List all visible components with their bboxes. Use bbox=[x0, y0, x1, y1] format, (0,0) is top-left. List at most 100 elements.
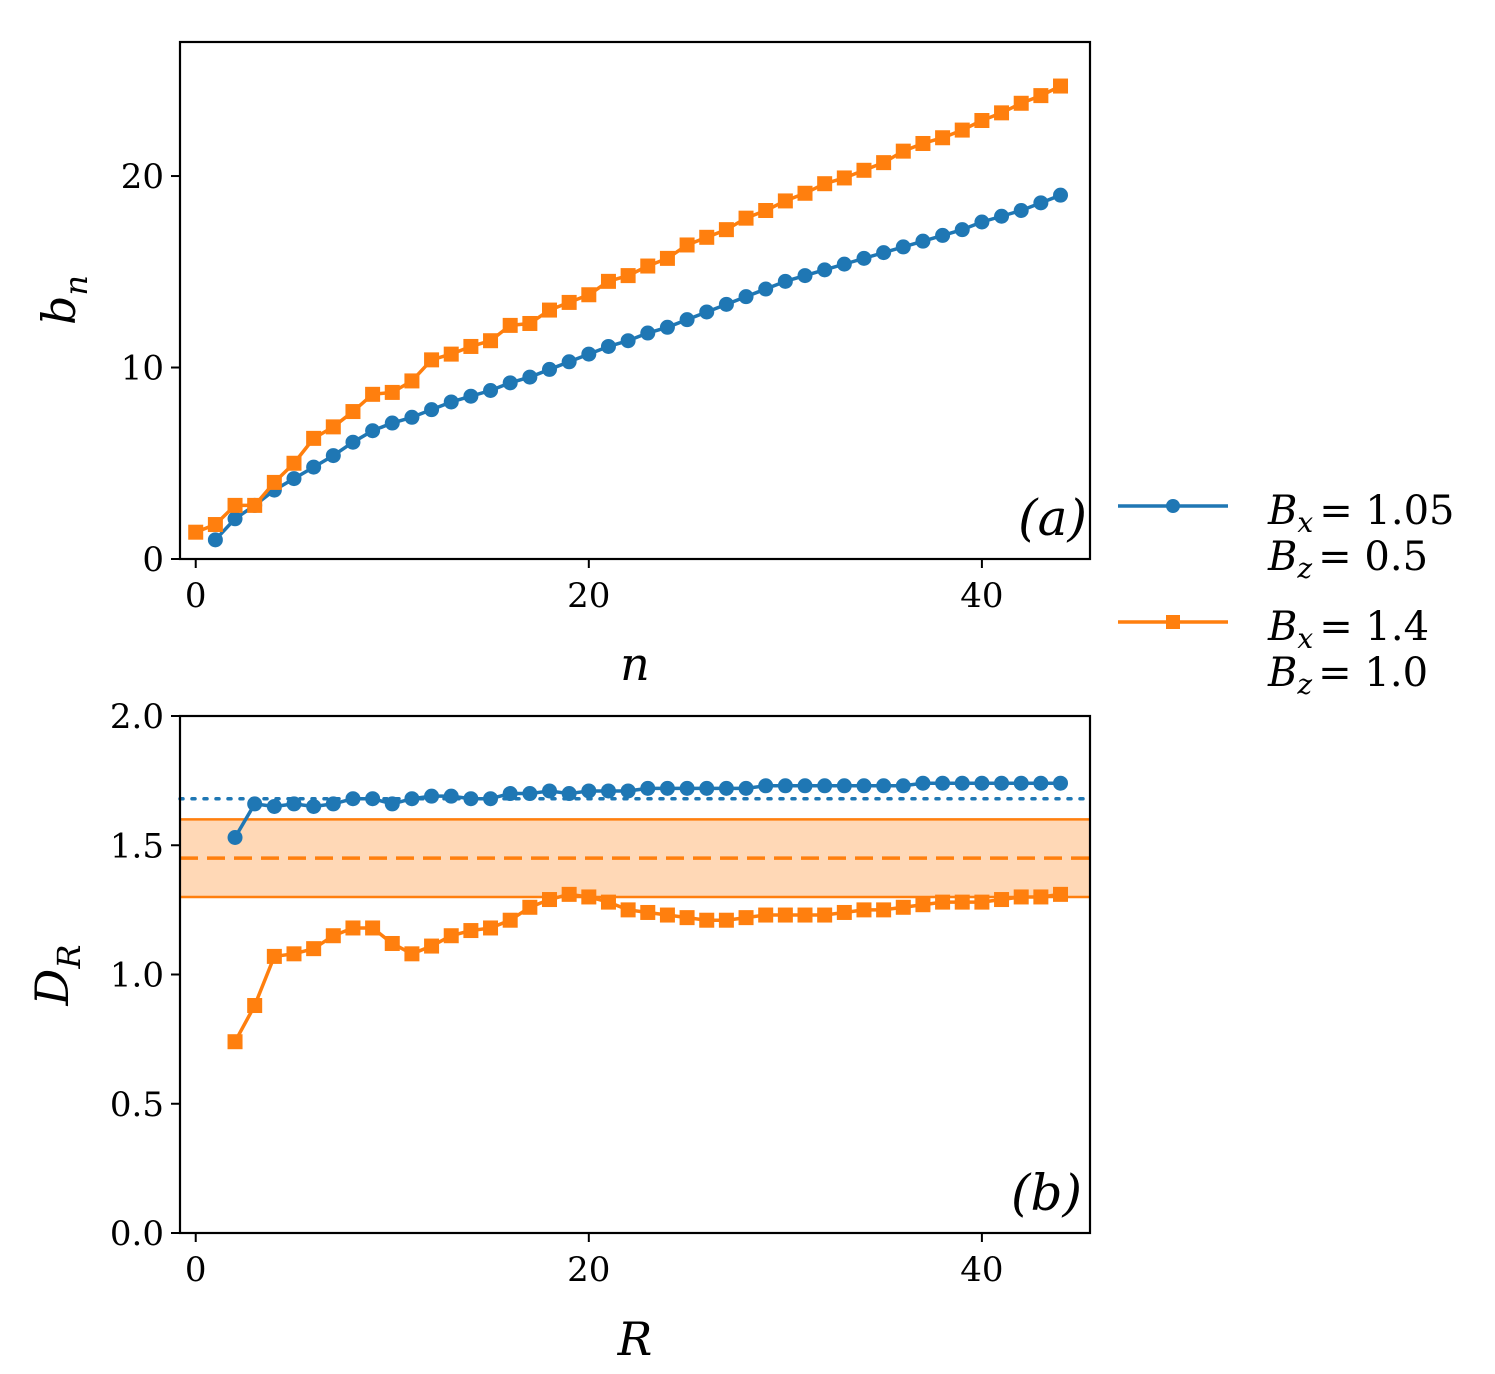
panel-b-series-0-point-14 bbox=[502, 786, 518, 802]
panel-b-series-1-point-21 bbox=[640, 904, 656, 920]
panel-a-series-1-point-14 bbox=[463, 338, 479, 354]
panel-a-series-0-point-10 bbox=[404, 409, 420, 425]
panel-a-series-0-point-11 bbox=[424, 402, 440, 418]
panel-a-xtick-label-2: 40 bbox=[960, 576, 1003, 616]
panel-b-ticks: 0 20 40 0.0 0.5 1.0 1.5 2.0 bbox=[110, 697, 1004, 1290]
panel-a-series-1-point-26 bbox=[699, 229, 715, 245]
legend-0-line2: Bz = 0.5 bbox=[1267, 534, 1428, 585]
panel-a-series-1-point-0 bbox=[188, 524, 204, 540]
panel-a-series-0-point-17 bbox=[542, 361, 558, 377]
panel-a-label: (a) bbox=[1018, 489, 1087, 547]
panel-a-series-1-point-23 bbox=[640, 258, 656, 274]
panel-a-series-0-point-9 bbox=[384, 415, 400, 431]
panel-a-series-1-point-6 bbox=[306, 430, 322, 446]
panel-a-series-0-point-7 bbox=[345, 434, 361, 450]
panel-b-series-0-point-39 bbox=[994, 775, 1010, 791]
panel-a-series-0-point-43 bbox=[1053, 187, 1069, 203]
panel-b-series-0-point-26 bbox=[738, 780, 754, 796]
panel-b-series-0-point-9 bbox=[404, 791, 420, 807]
panel-a-background bbox=[180, 42, 1090, 559]
panel-a-series-1-point-44 bbox=[1053, 78, 1069, 94]
panel-a-series-1-point-41 bbox=[994, 105, 1010, 121]
panel-a-series-0-point-34 bbox=[876, 245, 892, 261]
legend-0-sub2: z bbox=[1296, 552, 1312, 585]
panel-b-series-0-point-6 bbox=[345, 791, 361, 807]
panel-a-series-1-point-17 bbox=[522, 315, 538, 331]
panel-a-series-0-point-30 bbox=[797, 268, 813, 284]
panel-a-series-0-point-32 bbox=[836, 256, 852, 272]
panel-a-series-1-point-28 bbox=[738, 210, 754, 226]
legend-1-sym1: B bbox=[1267, 604, 1297, 650]
panel-b-series-1-point-34 bbox=[895, 899, 911, 915]
panel-a-series-1-point-1 bbox=[207, 517, 223, 533]
panel-b-series-1-point-32 bbox=[856, 902, 872, 918]
panel-b-series-1-point-41 bbox=[1033, 889, 1049, 905]
panel-b-series-0-point-12 bbox=[463, 791, 479, 807]
panel-b-xlabel: R bbox=[617, 1312, 653, 1366]
panel-a-series-1-point-25 bbox=[679, 237, 695, 253]
panel-b-ytick-label-2: 1.0 bbox=[110, 956, 164, 996]
legend-0-sub1: x bbox=[1297, 506, 1313, 539]
legend-1-sub1: x bbox=[1297, 622, 1313, 655]
panel-a-ticks: 0 20 40 0 10 20 bbox=[121, 157, 1004, 616]
panel-b-series-0-point-40 bbox=[1013, 775, 1029, 791]
panel-b-series-1-point-40 bbox=[1013, 889, 1029, 905]
panel-b-series-0-point-29 bbox=[797, 778, 813, 794]
panel-a-series-1-point-7 bbox=[325, 419, 341, 435]
panel-b-series-0-point-11 bbox=[443, 788, 459, 804]
panel-a-series-1-point-40 bbox=[974, 113, 990, 129]
panel-a-series-0-point-13 bbox=[463, 388, 479, 404]
panel-a-series-1-point-19 bbox=[561, 294, 577, 310]
panel-b-series-1-point-22 bbox=[659, 907, 675, 923]
panel-a-series-0-point-38 bbox=[954, 222, 970, 238]
panel-b-xtick-label-2: 40 bbox=[960, 1250, 1003, 1290]
panel-b-series-1-point-9 bbox=[404, 946, 420, 962]
panel-b-series-0-point-7 bbox=[365, 791, 381, 807]
panel-b-series-0-point-5 bbox=[325, 796, 341, 812]
panel-a-series-1-point-13 bbox=[443, 346, 459, 362]
legend-1-sub2: z bbox=[1296, 668, 1312, 701]
panel-a-series-1-point-33 bbox=[836, 170, 852, 186]
panel-b-series-0-point-2 bbox=[266, 798, 282, 814]
panel-b-series-0-point-8 bbox=[384, 796, 400, 812]
panel-a-ylabel: bn bbox=[32, 275, 95, 325]
panel-b-series-0-point-23 bbox=[679, 780, 695, 796]
panel-a-series-1-point-18 bbox=[542, 302, 558, 318]
panel-a-series-1-point-39 bbox=[954, 122, 970, 138]
panel-a-series-1-point-31 bbox=[797, 185, 813, 201]
panel-a-series bbox=[188, 78, 1069, 548]
panel-b-series-1-point-38 bbox=[974, 894, 990, 910]
panel-b-series-0-point-25 bbox=[718, 780, 734, 796]
panel-b-series-0-point-36 bbox=[935, 775, 951, 791]
panel-b-series-1-point-18 bbox=[581, 889, 597, 905]
legend-0-marker bbox=[1166, 499, 1180, 513]
panel-b-series-1-point-29 bbox=[797, 907, 813, 923]
panel-a-series-1-point-5 bbox=[286, 455, 302, 471]
panel-a-frame bbox=[178, 40, 1092, 561]
panel-a-series-0-point-20 bbox=[600, 338, 616, 354]
panel-b-ylabel-main: D bbox=[25, 969, 79, 1007]
legend-0-sym2: B bbox=[1267, 534, 1297, 580]
panel-b-series-1-point-31 bbox=[836, 904, 852, 920]
panel-b-series-1-point-16 bbox=[542, 892, 558, 908]
panel-b-series-1-point-39 bbox=[994, 892, 1010, 908]
panel-a-ytick-label-2: 20 bbox=[121, 157, 164, 197]
panel-b-series-1-point-1 bbox=[247, 998, 263, 1014]
panel-b: 0 20 400.00.51.01.52.0 (b) R DR bbox=[25, 697, 1092, 1366]
panel-a-series-1-point-30 bbox=[777, 193, 793, 209]
panel-a-series-1-point-24 bbox=[659, 250, 675, 266]
svg-text:DR: DR bbox=[25, 945, 88, 1007]
panel-a-series-0-point-27 bbox=[738, 289, 754, 305]
panel-a-series-0-point-41 bbox=[1013, 203, 1029, 219]
panel-b-series-0-point-17 bbox=[561, 786, 577, 802]
panel-b-series-1-point-7 bbox=[365, 920, 381, 936]
panel-b-series-1-point-15 bbox=[522, 899, 538, 915]
panel-a-series-1-point-34 bbox=[856, 162, 872, 178]
panel-a-ylabel-main: b bbox=[32, 296, 86, 325]
panel-a-series-0-point-15 bbox=[502, 375, 518, 391]
panel-b-series-0-point-20 bbox=[620, 783, 636, 799]
panel-b-series-0-point-18 bbox=[581, 783, 597, 799]
legend-1-line2: Bz = 1.0 bbox=[1267, 650, 1428, 701]
panel-a-series-0-point-8 bbox=[365, 423, 381, 439]
panel-a-series-1-point-8 bbox=[345, 404, 361, 420]
